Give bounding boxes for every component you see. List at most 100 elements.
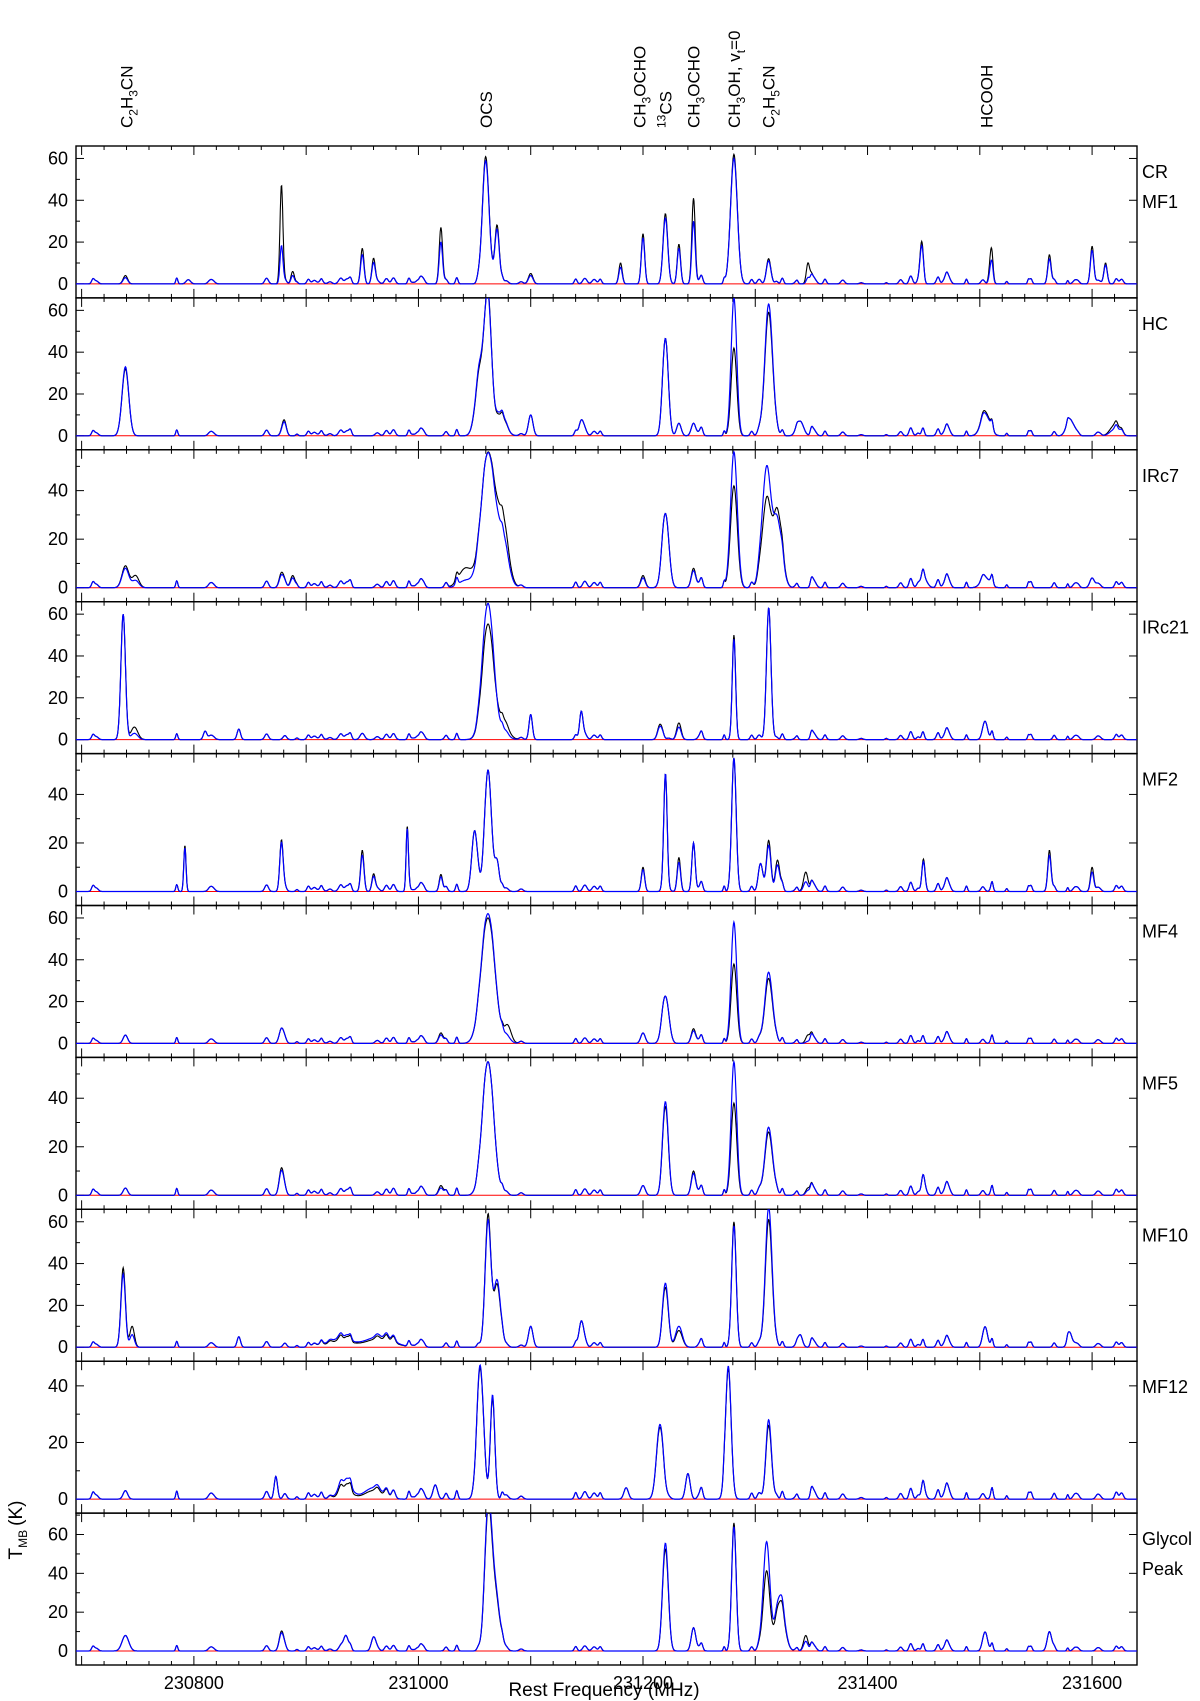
- x-tick-label: 230800: [164, 1673, 224, 1693]
- model-spectrum: [76, 450, 1137, 589]
- species-label: CH3OCHO: [685, 46, 708, 128]
- y-tick-label: 60: [48, 148, 68, 168]
- y-tick-label: 20: [48, 529, 68, 549]
- species-label-part: H: [760, 97, 779, 109]
- y-tick-label: 40: [48, 190, 68, 210]
- y-tick-label: 0: [58, 426, 68, 446]
- y-tick-label: 0: [58, 882, 68, 902]
- panel: 0 20 40 MF2: [48, 752, 1178, 907]
- panel-frame: [75, 1360, 1138, 1514]
- panel-frame: [75, 1056, 1138, 1211]
- species-label-part: 2: [769, 109, 783, 116]
- species-label: 13CS: [654, 91, 675, 128]
- observed-spectrum: [76, 757, 1137, 893]
- panel-name: IRc7: [1142, 466, 1179, 486]
- y-tick-label: 20: [48, 992, 68, 1012]
- y-tick-label: 40: [48, 1563, 68, 1583]
- y-tick-label: 40: [48, 1254, 68, 1274]
- species-label-part: HCOOH: [978, 65, 997, 128]
- x-tick-label: 231000: [388, 1673, 448, 1693]
- y-tick-label: 0: [58, 730, 68, 750]
- panel-name: MF10: [1142, 1225, 1188, 1245]
- panel-name: MF2: [1142, 770, 1178, 790]
- y-tick-label: 60: [48, 1212, 68, 1232]
- panel: 0 20 40 MF12: [48, 1360, 1188, 1514]
- y-tick-label: 0: [58, 1185, 68, 1205]
- y-tick-label: 0: [58, 1489, 68, 1509]
- panel: 0 20 40 60 MF4: [48, 904, 1178, 1059]
- panel: 0 20 40 MF5: [48, 1056, 1178, 1211]
- y-axis-subscript: MB: [16, 1530, 30, 1548]
- observed-spectrum: [76, 297, 1137, 437]
- species-label: C2H3CN: [118, 66, 141, 129]
- y-axis-label: TMB (K): [6, 1501, 30, 1560]
- panel-name: IRc21: [1142, 618, 1189, 638]
- model-spectrum: [76, 1209, 1137, 1348]
- species-label-part: OCS: [477, 91, 496, 128]
- species-label-part: CH: [685, 103, 704, 128]
- model-spectrum: [76, 913, 1137, 1045]
- species-label-part: 13: [654, 114, 668, 128]
- y-axis-unit: (K): [6, 1501, 27, 1526]
- model-spectrum: [76, 1513, 1137, 1652]
- species-label-part: C: [118, 116, 137, 128]
- panel-frame: [75, 1512, 1138, 1666]
- species-label-part: C: [760, 116, 779, 128]
- panel-frame: [75, 601, 1138, 755]
- species-label-part: CN: [118, 66, 137, 91]
- y-tick-label: 20: [48, 384, 68, 404]
- species-label-part: H: [118, 97, 137, 109]
- panel: 0 20 40 IRc7: [48, 449, 1179, 603]
- y-tick-label: 20: [48, 1432, 68, 1452]
- y-tick-label: 20: [48, 232, 68, 252]
- panel-name: CR: [1142, 162, 1168, 182]
- species-label-part: 3: [640, 96, 654, 103]
- species-label: HCOOH: [978, 65, 997, 128]
- panel: 0 20 40 60 IRc21: [48, 601, 1189, 755]
- panel-name: MF12: [1142, 1377, 1188, 1397]
- y-tick-label: 40: [48, 342, 68, 362]
- y-tick-label: 20: [48, 1295, 68, 1315]
- spectra-panels: 0204060CRMF10204060HC02040IRc70204060IRc…: [48, 145, 1192, 1693]
- y-tick-label: 40: [48, 481, 68, 501]
- y-tick-label: 0: [58, 1641, 68, 1661]
- y-tick-label: 0: [58, 274, 68, 294]
- species-label-part: 5: [769, 90, 783, 97]
- panel-name-2: Peak: [1142, 1559, 1184, 1579]
- panel-frame: [75, 449, 1138, 603]
- panel: 0 20 40 60 HC: [48, 297, 1168, 451]
- y-tick-label: 40: [48, 784, 68, 804]
- species-label-part: =0: [725, 31, 744, 50]
- panel-frame: [75, 1208, 1138, 1362]
- observed-spectrum: [76, 1061, 1137, 1196]
- y-tick-label: 60: [48, 908, 68, 928]
- y-tick-label: 20: [48, 833, 68, 853]
- observed-spectrum: [76, 152, 1137, 285]
- species-label: C2H5CN: [760, 66, 783, 129]
- species-label-part: OH, v: [725, 53, 744, 97]
- model-spectrum: [76, 757, 1137, 893]
- species-label: CH3OH, vt=0: [725, 31, 748, 128]
- x-tick-label: 231200: [613, 1673, 673, 1693]
- observed-spectrum: [76, 451, 1137, 589]
- x-tick-label: 231400: [838, 1673, 898, 1693]
- observed-spectrum: [76, 917, 1137, 1044]
- panel-frame: [75, 297, 1138, 451]
- y-axis-symbol: T: [6, 1547, 27, 1559]
- panel: 0 20 40 60 CR MF1: [48, 145, 1178, 299]
- y-tick-label: 20: [48, 1602, 68, 1622]
- panel: 0 20 40 60 MF10: [48, 1208, 1188, 1362]
- y-tick-label: 0: [58, 578, 68, 598]
- species-label-part: CS: [656, 91, 675, 115]
- panel-frame: [75, 752, 1138, 907]
- panel-name: Glycol: [1142, 1529, 1192, 1549]
- y-tick-label: 0: [58, 1337, 68, 1357]
- panel-name: MF5: [1142, 1073, 1178, 1093]
- y-tick-label: 0: [58, 1033, 68, 1053]
- x-tick-label: 231600: [1062, 1673, 1122, 1693]
- species-label-part: OCHO: [685, 46, 704, 97]
- model-spectrum: [76, 1363, 1137, 1500]
- model-spectrum: [76, 1059, 1137, 1196]
